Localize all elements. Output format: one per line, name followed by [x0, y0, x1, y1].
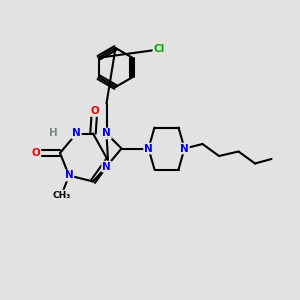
- Text: N: N: [72, 128, 81, 139]
- Text: N: N: [144, 143, 153, 154]
- Text: O: O: [32, 148, 40, 158]
- Text: CH₃: CH₃: [52, 190, 70, 200]
- Text: Cl: Cl: [153, 44, 165, 55]
- Text: H: H: [49, 128, 58, 139]
- Text: N: N: [180, 143, 189, 154]
- Text: O: O: [90, 106, 99, 116]
- Text: N: N: [102, 128, 111, 139]
- Text: N: N: [102, 161, 111, 172]
- Text: N: N: [64, 170, 74, 181]
